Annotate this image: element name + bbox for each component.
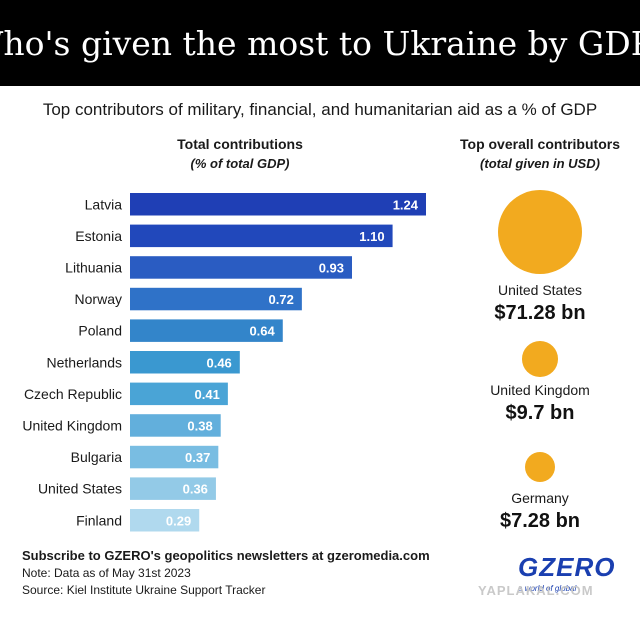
value-label-norway: 0.72 (269, 292, 294, 307)
value-label-bulgaria: 0.37 (185, 450, 210, 465)
category-label-latvia: Latvia (85, 196, 123, 212)
top-contributors-heading: Top overall contributors (total given in… (452, 136, 628, 171)
contributor-amount: $9.7 bn (505, 402, 575, 424)
value-label-estonia: 1.10 (359, 229, 384, 244)
category-label-estonia: Estonia (75, 228, 122, 244)
bar-netherlands (130, 351, 240, 374)
value-label-latvia: 1.24 (393, 197, 419, 212)
gdp-bar-chart: Latvia 1.24 Estonia 1.10 Lithuania 0.93 Norway… (22, 193, 426, 532)
bar-czech-republic (130, 382, 228, 406)
category-label-lithuania: Lithuania (65, 259, 122, 275)
category-label-bulgaria: Bulgaria (71, 449, 123, 465)
bar-norway (130, 287, 302, 311)
bar-latvia (130, 193, 426, 216)
contributor-name: Germany (511, 490, 569, 506)
contribution-circle-icon (524, 451, 556, 483)
value-label-finland: 0.29 (166, 513, 191, 528)
bar-estonia (130, 224, 393, 248)
contribution-circle-icon (522, 341, 558, 377)
subscribe-text: Subscribe to GZERO's geopolitics newslet… (22, 548, 430, 563)
bar-poland (130, 319, 283, 342)
footer: Subscribe to GZERO's geopolitics newslet… (22, 548, 430, 597)
logo-tagline: a world of global (518, 584, 577, 593)
value-label-lithuania: 0.93 (319, 260, 344, 275)
bar-united-states (130, 477, 216, 500)
category-label-netherlands: Netherlands (47, 354, 123, 370)
contributor-name: United States (497, 282, 583, 298)
category-label-poland: Poland (78, 323, 122, 339)
category-label-czech-republic: Czech Republic (24, 386, 122, 402)
header-banner: Who's given the most to Ukraine by GDP? (0, 0, 640, 86)
bar-bulgaria (130, 445, 219, 469)
bar-chart-title: Total contributions (177, 136, 303, 152)
bar-finland (130, 509, 200, 532)
logo-text: GZERO (518, 552, 616, 582)
value-label-netherlands: 0.46 (206, 355, 231, 370)
bar-chart-heading: Total contributions (% of total GDP) (150, 136, 330, 171)
contribution-circle-icon (498, 190, 582, 274)
contributor-amount: $7.28 bn (499, 510, 581, 532)
top-contributors-title: Top overall contributors (460, 136, 620, 152)
bar-chart-subtitle: (% of total GDP) (190, 156, 290, 171)
value-label-czech-republic: 0.41 (195, 387, 220, 402)
gzero-logo: GZERO a world of global (518, 552, 618, 593)
note-text: Note: Data as of May 31st 2023 (22, 566, 191, 580)
value-label-united-kingdom: 0.38 (187, 418, 212, 433)
value-label-poland: 0.64 (249, 324, 275, 339)
value-label-united-states: 0.36 (183, 482, 208, 497)
watermark: YAPLAKAL.COM (478, 583, 594, 598)
category-label-finland: Finland (76, 512, 122, 528)
category-label-united-kingdom: United Kingdom (22, 417, 122, 433)
top-contributors-subtitle: (total given in USD) (480, 156, 600, 171)
bar-united-kingdom (130, 414, 221, 437)
contributor-name: United Kingdom (490, 382, 590, 398)
source-text: Source: Kiel Institute Ukraine Support T… (22, 583, 266, 597)
bar-lithuania (130, 256, 352, 279)
category-label-united-states: United States (38, 481, 122, 497)
category-label-norway: Norway (75, 291, 122, 307)
page-subtitle: Top contributors of military, financial,… (42, 100, 598, 119)
contributor-amount: $71.28 bn (494, 302, 586, 324)
page-title: Who's given the most to Ukraine by GDP? (0, 23, 640, 63)
